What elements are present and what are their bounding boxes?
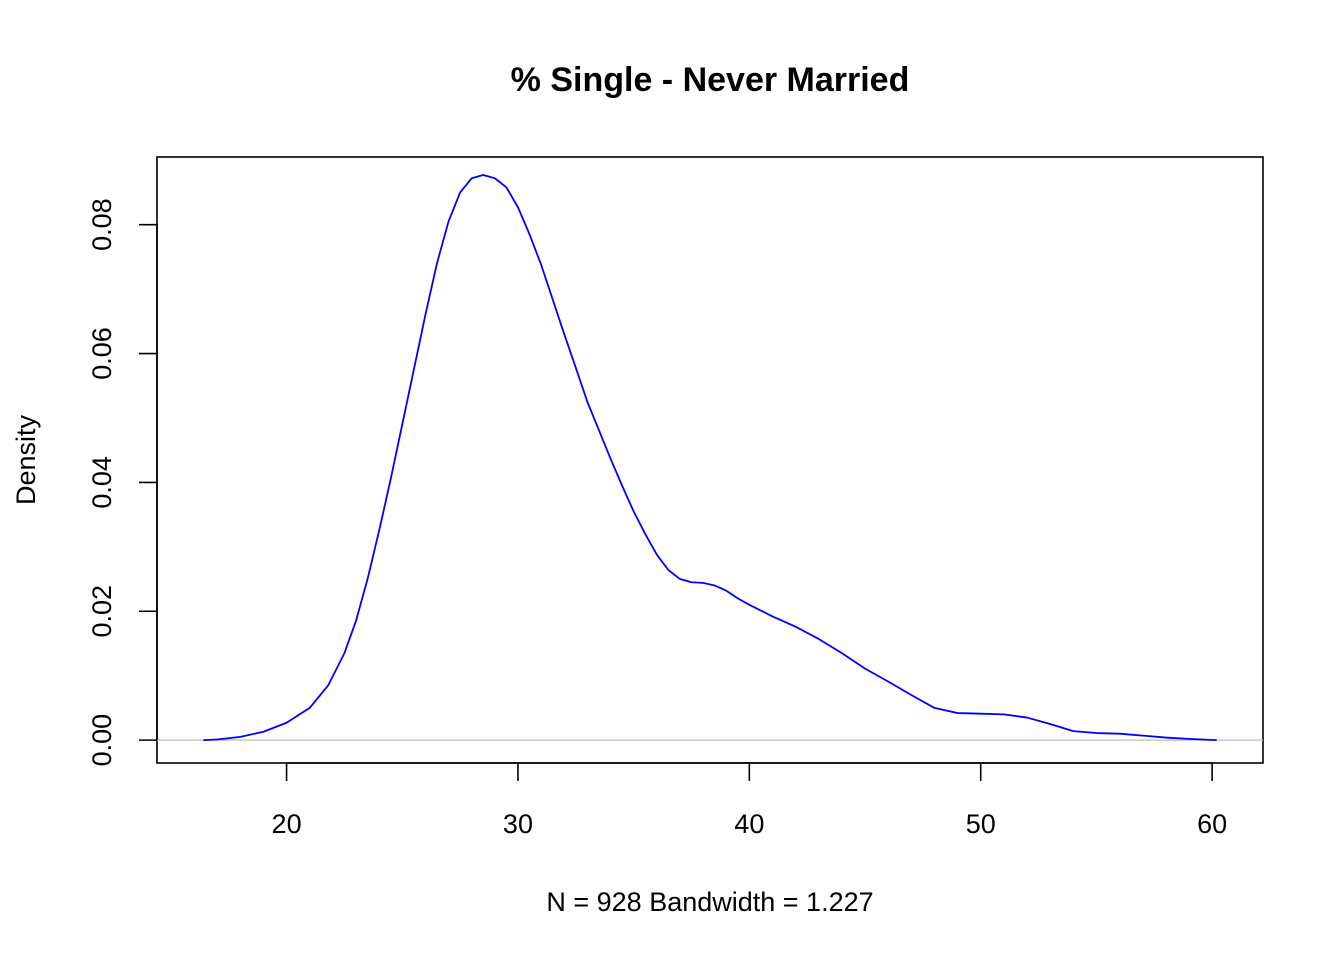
- x-tick-label: 60: [1197, 809, 1227, 839]
- y-axis-label: Density: [11, 414, 41, 505]
- y-tick-label: 0.02: [87, 585, 117, 638]
- y-axis: 0.00 0.02 0.04 0.06 0.08: [87, 198, 157, 766]
- chart-title: % Single - Never Married: [511, 61, 910, 99]
- x-axis: 20 30 40 50 60: [272, 763, 1227, 839]
- x-axis-label: N = 928 Bandwidth = 1.227: [546, 887, 873, 917]
- y-tick-label: 0.00: [87, 714, 117, 767]
- x-tick-label: 20: [272, 809, 302, 839]
- y-tick-label: 0.06: [87, 327, 117, 380]
- x-tick-label: 40: [734, 809, 764, 839]
- density-curve: [203, 174, 1217, 742]
- y-tick-label: 0.04: [87, 456, 117, 509]
- y-tick-label: 0.08: [87, 198, 117, 251]
- plot-frame: [156, 156, 1264, 764]
- x-tick-label: 30: [503, 809, 533, 839]
- x-tick-label: 50: [966, 809, 996, 839]
